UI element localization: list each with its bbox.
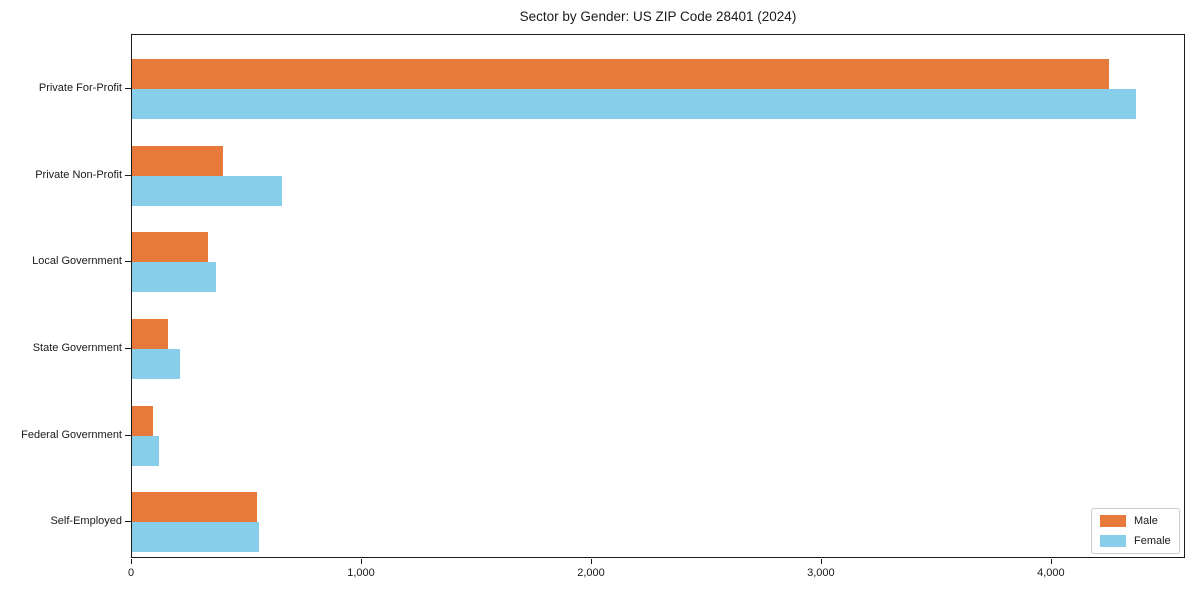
y-tick-5 (125, 521, 131, 523)
x-tick-1 (361, 559, 362, 564)
bar-female-3 (132, 348, 181, 379)
x-label-4: 4,000 (1037, 567, 1065, 579)
bar-female-1 (132, 175, 282, 206)
x-label-2: 2,000 (577, 567, 605, 579)
y-tick-4 (125, 434, 131, 436)
legend: Male Female (1091, 508, 1180, 554)
chart-title: Sector by Gender: US ZIP Code 28401 (202… (519, 9, 797, 24)
y-tick-1 (125, 174, 131, 176)
legend-label-female: Female (1134, 535, 1171, 547)
legend-swatch-female (1100, 535, 1126, 547)
bar-male-1 (132, 145, 224, 176)
legend-entry-female: Female (1100, 535, 1171, 547)
x-tick-4 (1050, 559, 1052, 564)
bar-male-3 (132, 318, 169, 349)
y-label-4: Federal Government (21, 428, 122, 441)
bar-female-0 (132, 89, 1136, 119)
y-label-3: State Government (32, 341, 122, 354)
plot-area: Male Female (131, 34, 1185, 558)
y-label-1: Private Non-Profit (35, 168, 122, 181)
x-label-0: 0 (127, 567, 135, 579)
x-tick-2 (591, 559, 592, 564)
y-label-5: Self-Employed (50, 515, 122, 528)
legend-label-male: Male (1134, 515, 1158, 527)
bar-female-2 (132, 262, 216, 293)
y-label-0: Private For-Profit (38, 82, 122, 94)
x-tick-3 (820, 559, 822, 564)
x-tick-0 (131, 559, 132, 564)
y-label-2: Local Government (32, 255, 122, 268)
bar-female-5 (132, 522, 259, 553)
legend-swatch-male (1100, 515, 1126, 527)
x-label-1: 1,000 (347, 567, 375, 579)
legend-entry-male: Male (1100, 515, 1171, 527)
bar-male-2 (132, 232, 209, 263)
y-tick-0 (125, 88, 131, 89)
x-label-3: 3,000 (807, 567, 835, 579)
bar-male-0 (132, 59, 1110, 89)
bar-male-5 (132, 492, 258, 523)
bar-female-4 (132, 435, 160, 466)
y-tick-2 (125, 261, 131, 263)
bar-male-4 (132, 405, 153, 436)
y-tick-3 (125, 347, 131, 349)
